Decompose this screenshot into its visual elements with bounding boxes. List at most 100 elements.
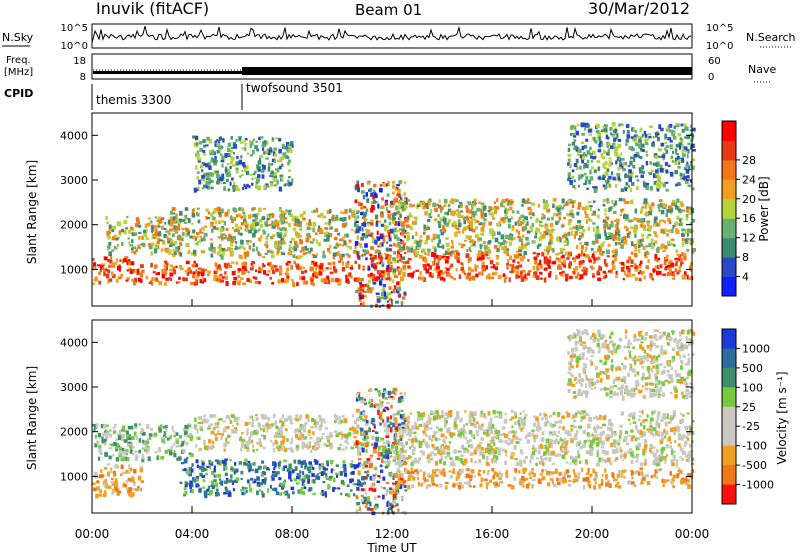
- data-cell: [120, 229, 125, 233]
- data-cell: [366, 475, 369, 478]
- data-cell: [206, 136, 210, 141]
- data-cell: [266, 249, 271, 253]
- data-cell: [577, 254, 581, 259]
- data-cell: [275, 268, 279, 272]
- data-cell: [522, 245, 527, 249]
- data-cell: [376, 480, 381, 484]
- data-cell: [663, 479, 667, 483]
- data-cell: [604, 468, 607, 473]
- data-cell: [366, 429, 370, 433]
- data-cell: [662, 483, 665, 487]
- data-cell: [314, 460, 319, 465]
- data-cell: [498, 244, 501, 248]
- data-cell: [103, 271, 106, 277]
- data-cell: [446, 267, 450, 272]
- data-cell: [652, 162, 657, 166]
- data-cell: [375, 220, 379, 224]
- data-cell: [369, 501, 372, 507]
- data-cell: [601, 177, 605, 181]
- data-cell: [265, 183, 269, 186]
- data-cell: [685, 164, 688, 169]
- data-cell: [92, 262, 97, 267]
- data-cell: [144, 440, 148, 445]
- data-cell: [377, 475, 381, 478]
- data-cell: [662, 204, 666, 208]
- data-cell: [196, 241, 199, 246]
- data-cell: [386, 417, 390, 423]
- data-cell: [169, 434, 172, 440]
- data-cell: [597, 234, 602, 239]
- data-cell: [629, 171, 634, 176]
- data-cell: [127, 237, 130, 240]
- data-cell: [279, 269, 283, 274]
- data-cell: [401, 256, 406, 260]
- data-cell: [131, 232, 134, 236]
- data-cell: [289, 209, 292, 212]
- data-cell: [299, 489, 303, 495]
- data-cell: [625, 182, 629, 186]
- data-cell: [202, 150, 206, 153]
- data-cell: [683, 167, 687, 171]
- freq-panel-frame: [91, 53, 693, 80]
- data-cell: [417, 481, 420, 487]
- data-cell: [306, 466, 311, 472]
- data-cell: [657, 257, 661, 261]
- y-tick-label: 3000: [60, 174, 88, 187]
- data-cell: [134, 223, 139, 228]
- data-cell: [262, 428, 265, 433]
- data-cell: [650, 238, 654, 244]
- data-cell: [222, 429, 227, 433]
- data-cell: [592, 210, 596, 216]
- data-cell: [294, 466, 298, 471]
- data-cell: [418, 254, 423, 259]
- data-cell: [688, 265, 692, 271]
- data-cell: [399, 239, 403, 242]
- data-cell: [672, 277, 676, 280]
- data-cell: [648, 242, 653, 248]
- data-cell: [639, 128, 642, 133]
- data-cell: [466, 215, 469, 221]
- data-cell: [111, 481, 115, 486]
- data-cell: [380, 212, 384, 218]
- data-cell: [272, 234, 276, 238]
- data-cell: [180, 462, 185, 465]
- data-cell: [677, 132, 682, 137]
- data-cell: [368, 461, 371, 464]
- data-cell: [597, 248, 602, 251]
- data-cell: [427, 227, 431, 230]
- data-cell: [235, 214, 239, 218]
- data-cell: [401, 496, 404, 501]
- data-cell: [400, 399, 404, 403]
- data-cell: [675, 123, 679, 126]
- data-cell: [310, 278, 314, 282]
- data-cell: [577, 184, 580, 188]
- data-cell: [211, 149, 215, 154]
- data-cell: [342, 244, 345, 247]
- data-cell: [364, 228, 368, 232]
- data-cell: [254, 414, 258, 417]
- data-cell: [112, 225, 116, 230]
- data-cell: [128, 491, 132, 494]
- data-cell: [136, 220, 140, 225]
- data-cell: [179, 252, 183, 257]
- data-cell: [677, 469, 682, 473]
- data-cell: [541, 476, 546, 481]
- data-cell: [553, 212, 557, 217]
- data-cell: [220, 235, 224, 241]
- data-cell: [318, 415, 322, 419]
- data-cell: [228, 264, 233, 268]
- data-cell: [221, 233, 226, 236]
- data-cell: [363, 441, 367, 445]
- data-cell: [311, 254, 315, 257]
- data-cell: [163, 233, 168, 238]
- data-cell: [290, 422, 294, 425]
- data-cell: [277, 240, 281, 245]
- data-cell: [94, 443, 98, 448]
- data-cell: [263, 480, 267, 485]
- data-cell: [393, 234, 398, 239]
- data-cell: [319, 213, 324, 217]
- data-cell: [119, 450, 123, 454]
- data-cell: [135, 435, 138, 441]
- data-cell: [616, 173, 621, 177]
- data-cell: [373, 265, 377, 269]
